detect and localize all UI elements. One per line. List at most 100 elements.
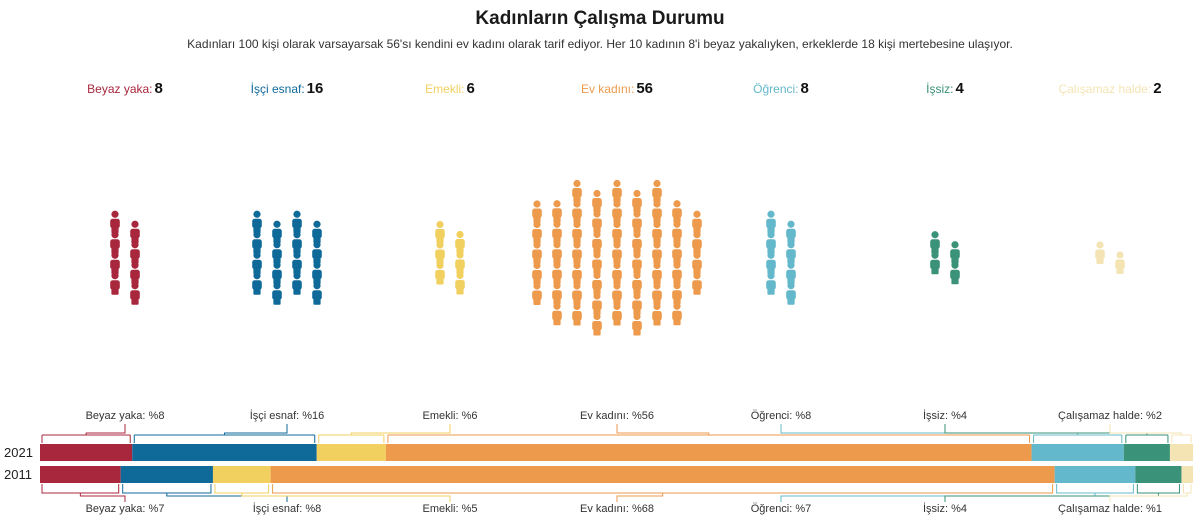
person-icon (672, 241, 682, 264)
bar-segment (1054, 466, 1136, 483)
person-icon (435, 220, 445, 244)
person-icon (572, 282, 582, 305)
top-label-connector (41, 424, 131, 443)
person-icon (652, 261, 662, 285)
bottom-data-label: İşsiz: %4 (923, 502, 967, 515)
person-icon (252, 210, 262, 234)
person-icon (652, 302, 662, 326)
bottom-data-label: Çalışamaz halde: %1 (1058, 503, 1162, 515)
person-icon (950, 241, 960, 264)
person-icon (612, 282, 622, 305)
person-icon (272, 282, 282, 305)
person-icon (652, 282, 662, 305)
person-icon (786, 282, 796, 305)
person-icon (130, 282, 140, 305)
person-icon (272, 261, 282, 285)
person-icon (572, 261, 582, 285)
person-icon (435, 241, 445, 264)
person-icon (532, 282, 542, 305)
person-icon (632, 210, 642, 233)
legend-item: İşsiz: 4 (926, 80, 964, 97)
person-icon (455, 271, 465, 295)
person-icon (312, 220, 322, 244)
person-icon (532, 241, 542, 264)
person-icon (552, 220, 562, 244)
person-icon (252, 251, 262, 275)
bar-segment (212, 466, 271, 483)
person-icon (766, 272, 776, 295)
person-icon (692, 210, 702, 234)
legend-label: Çalışamaz halde: (1058, 82, 1152, 96)
person-icon (572, 200, 582, 223)
person-icon (532, 200, 542, 223)
person-icon (455, 251, 465, 274)
person-icon (110, 231, 120, 254)
person-icon (572, 179, 582, 203)
person-icon (692, 272, 702, 295)
legend-item: Çalışamaz halde: 2 (1058, 80, 1161, 97)
person-icon (632, 292, 642, 315)
person-icon (292, 231, 302, 254)
legend-value: 56 (636, 80, 654, 97)
person-icon (652, 220, 662, 244)
person-icon (672, 282, 682, 305)
person-icon (786, 261, 796, 285)
legend-value: 6 (466, 80, 475, 97)
legend-item: Öğrenci: 8 (753, 80, 809, 97)
bottom-label-connector (1109, 484, 1192, 502)
legend-item: Ev kadını: 56 (581, 80, 653, 97)
person-icon (272, 241, 282, 264)
bar-segment (385, 444, 1032, 461)
person-icon (572, 220, 582, 244)
legend-label: Beyaz yaka: (87, 82, 153, 96)
legend-value: 8 (154, 80, 163, 97)
person-icon (110, 272, 120, 295)
person-icon (272, 220, 282, 244)
legend-item: Beyaz yaka: 8 (87, 80, 163, 97)
top-data-label: Çalışamaz halde: %2 (1058, 410, 1162, 422)
person-icon (552, 302, 562, 326)
legend-item: Emekli: 6 (425, 80, 475, 97)
legend-label: Ev kadını: (580, 82, 635, 96)
person-icon (552, 241, 562, 264)
legend-label: Öğrenci: (753, 82, 799, 96)
person-icon (130, 220, 140, 244)
person-icon (930, 251, 940, 275)
person-icon (552, 261, 562, 285)
bottom-label-connector (41, 484, 126, 502)
person-icon (632, 312, 642, 336)
legend-item: İşçi esnaf: 16 (251, 80, 324, 97)
top-data-label: Öğrenci: %8 (751, 410, 812, 422)
person-icon (786, 220, 796, 244)
person-icon (592, 292, 602, 315)
person-icon (572, 241, 582, 264)
person-icon (612, 302, 622, 326)
bar-segment (40, 444, 133, 461)
person-icon (612, 241, 622, 264)
chart-title: Kadınların Çalışma Durumu (475, 8, 725, 29)
series-label: 2021 (4, 445, 33, 460)
legend-value: 16 (306, 80, 324, 97)
person-icon (632, 251, 642, 274)
bottom-label-connector (944, 484, 1180, 502)
person-icon (292, 251, 302, 275)
chart-subtitle: Kadınları 100 kişi olarak varsayarsak 56… (187, 37, 1013, 51)
person-icon (672, 302, 682, 326)
person-icon (672, 200, 682, 223)
person-icon (592, 189, 602, 213)
bottom-label-connector (272, 484, 1054, 502)
bar-segment (1123, 444, 1170, 461)
person-icon (766, 231, 776, 254)
person-icon (612, 220, 622, 244)
person-icon (632, 189, 642, 213)
legend-label: Emekli: (425, 82, 465, 96)
person-icon (572, 302, 582, 326)
bar-segment (316, 444, 386, 461)
person-icon (252, 272, 262, 295)
top-label-connector (318, 424, 451, 443)
bottom-data-label: İşçi esnaf: %8 (253, 502, 321, 515)
bar-segment (1169, 444, 1193, 461)
top-label-connector (780, 424, 1123, 443)
person-icon (110, 251, 120, 275)
